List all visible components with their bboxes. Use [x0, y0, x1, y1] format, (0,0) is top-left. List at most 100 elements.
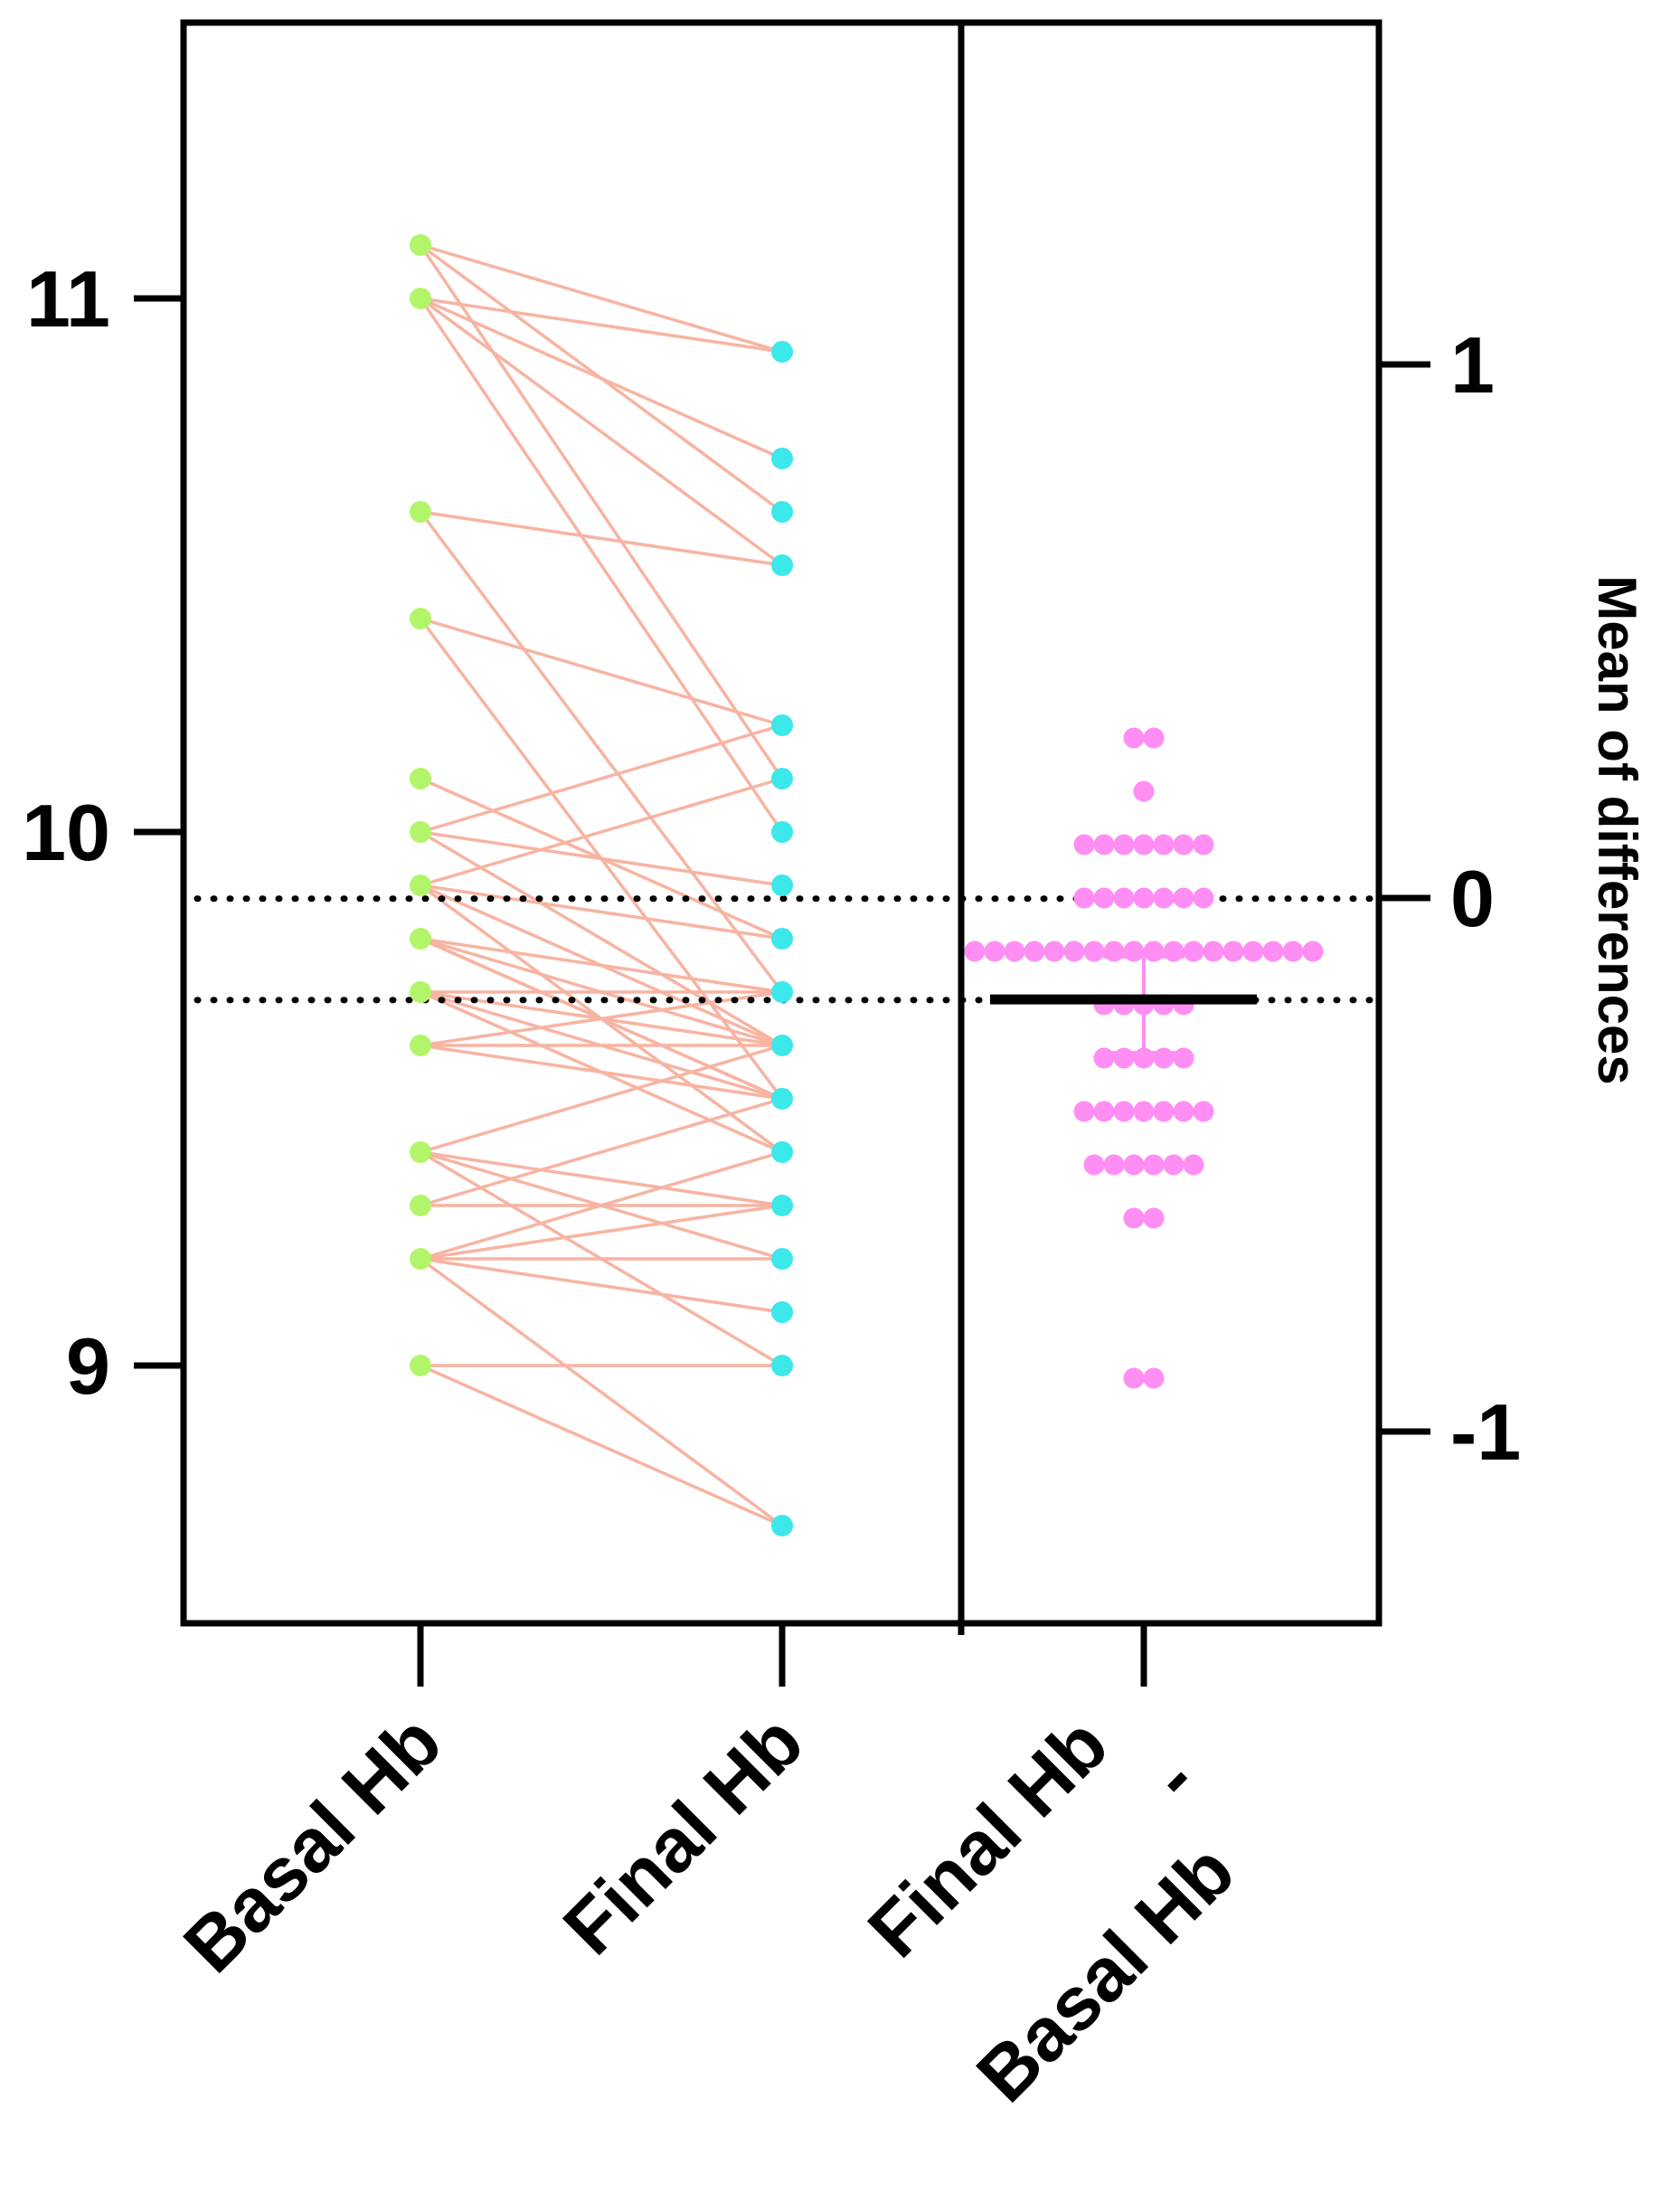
difference-point — [1143, 941, 1165, 962]
final-hb-point — [771, 928, 793, 950]
difference-point — [1173, 887, 1194, 909]
difference-point — [1113, 887, 1135, 909]
difference-point — [1073, 1101, 1095, 1122]
difference-point — [1193, 1101, 1214, 1122]
difference-point — [1173, 1047, 1194, 1069]
basal-hb-point — [410, 1195, 431, 1216]
difference-point — [1083, 1154, 1105, 1176]
difference-point — [984, 941, 1005, 962]
difference-point — [964, 941, 986, 962]
basal-hb-point — [410, 981, 431, 1003]
basal-hb-point — [410, 1248, 431, 1270]
pair-line — [420, 297, 783, 354]
difference-point — [1193, 887, 1214, 909]
difference-point — [1083, 941, 1105, 962]
difference-point — [1173, 834, 1194, 855]
basal-hb-point — [410, 1355, 431, 1376]
difference-point — [1103, 941, 1125, 962]
final-hb-point — [771, 1355, 793, 1376]
paired-points — [410, 234, 793, 1536]
basal-hb-point — [410, 608, 431, 629]
difference-point — [1262, 941, 1284, 962]
difference-point — [1143, 1367, 1165, 1389]
basal-hb-point — [410, 1141, 431, 1163]
pair-line — [420, 1044, 783, 1101]
difference-point — [1113, 1101, 1135, 1122]
pair-line — [420, 777, 783, 887]
pair-line — [420, 884, 783, 941]
paired-lines — [419, 243, 784, 1527]
pair-line — [419, 297, 784, 567]
pair-line — [420, 1204, 783, 1261]
difference-point — [1123, 1207, 1145, 1229]
pair-line — [420, 243, 783, 354]
difference-point — [1133, 780, 1155, 802]
basal-hb-point — [410, 928, 431, 950]
difference-point — [1093, 1101, 1115, 1122]
pair-line — [420, 1364, 783, 1527]
final-hb-point — [771, 714, 793, 736]
difference-point — [1183, 1154, 1204, 1176]
pair-line — [420, 723, 783, 834]
pair-line — [420, 937, 783, 994]
pair-line — [420, 510, 783, 567]
difference-point — [1222, 941, 1244, 962]
basal-hb-point — [410, 288, 431, 309]
difference-point — [1153, 834, 1175, 855]
difference-point — [1073, 887, 1095, 909]
x-label-difference: Final Hb -Basal Hb — [834, 1676, 1276, 2118]
difference-point — [1123, 1154, 1145, 1176]
basal-hb-point — [410, 501, 431, 523]
difference-point — [1143, 1154, 1165, 1176]
difference-points — [964, 727, 1324, 1389]
difference-point — [1103, 1154, 1125, 1176]
difference-point — [1133, 1101, 1155, 1122]
difference-point — [1163, 1154, 1184, 1176]
final-hb-point — [771, 1088, 793, 1110]
difference-point — [1173, 1101, 1194, 1122]
difference-point — [1133, 834, 1155, 855]
basal-hb-point — [410, 874, 431, 896]
left-axis-tick-label: 11 — [26, 254, 110, 344]
basal-hb-point — [410, 234, 431, 256]
pair-line — [420, 1150, 783, 1261]
final-hb-point — [771, 1141, 793, 1163]
difference-point — [1143, 727, 1165, 749]
x-label-difference-line: Final Hb — [852, 1701, 1124, 1973]
pair-line — [420, 830, 783, 1047]
difference-point — [1063, 941, 1085, 962]
difference-point — [1143, 1207, 1165, 1229]
difference-point — [1073, 834, 1095, 855]
difference-summary — [990, 954, 1257, 1055]
x-label-basal-hb: Basal Hb — [167, 1698, 458, 1989]
final-hb-point — [771, 554, 793, 576]
difference-point — [1113, 1047, 1135, 1069]
final-hb-point — [771, 501, 793, 523]
difference-point — [1113, 834, 1135, 855]
difference-point — [1093, 1047, 1115, 1069]
pair-line — [419, 1257, 784, 1527]
difference-point — [1153, 1047, 1175, 1069]
difference-point — [1004, 941, 1025, 962]
left-axis-tick-label: 10 — [22, 788, 110, 877]
difference-point — [1242, 941, 1264, 962]
final-hb-point — [771, 341, 793, 363]
right-axis-title: Mean of differences — [1587, 575, 1647, 1084]
difference-point — [1133, 887, 1155, 909]
difference-point — [1093, 887, 1115, 909]
difference-point — [1024, 941, 1045, 962]
basal-hb-point — [410, 821, 431, 843]
pair-line — [420, 617, 783, 727]
difference-point — [1203, 941, 1224, 962]
pair-line — [420, 1097, 783, 1207]
pair-line — [420, 830, 783, 887]
right-axis-tick-label: 0 — [1450, 854, 1495, 943]
final-hb-point — [771, 768, 793, 789]
final-hb-point — [771, 821, 793, 843]
final-hb-point — [771, 874, 793, 896]
difference-point — [1123, 1367, 1145, 1389]
pair-line — [419, 244, 784, 780]
basal-hb-point — [410, 768, 431, 789]
difference-point — [1193, 834, 1214, 855]
